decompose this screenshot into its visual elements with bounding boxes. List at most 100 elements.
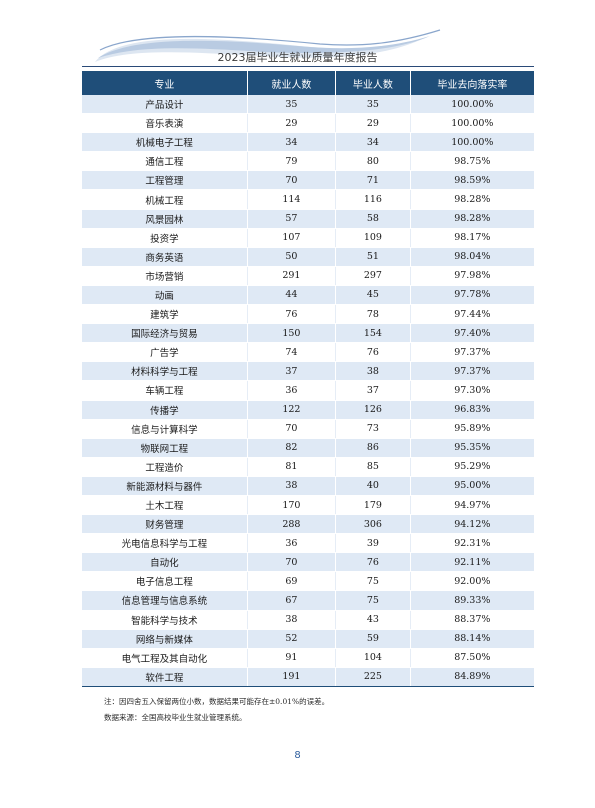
cell-major: 光电信息科学与工程 bbox=[82, 533, 248, 554]
cell-major: 车辆工程 bbox=[82, 380, 248, 401]
cell-graduates: 38 bbox=[335, 361, 411, 382]
table-row: 广告学 74 76 97.37% bbox=[82, 342, 534, 363]
table-row: 建筑学 76 78 97.44% bbox=[82, 304, 534, 325]
cell-major: 国际经济与贸易 bbox=[82, 323, 248, 344]
cell-placement-rate: 98.04% bbox=[410, 247, 534, 267]
header-divider bbox=[82, 66, 534, 67]
table-row: 财务管理 288 306 94.12% bbox=[82, 514, 534, 535]
cell-placement-rate: 88.14% bbox=[410, 629, 534, 649]
column-header-major: 专业 bbox=[82, 71, 248, 95]
cell-major: 工程造价 bbox=[82, 457, 248, 477]
cell-graduates: 45 bbox=[335, 285, 411, 306]
cell-employed: 74 bbox=[247, 342, 337, 363]
cell-graduates: 109 bbox=[335, 228, 411, 248]
cell-major: 投资学 bbox=[82, 228, 248, 248]
cell-graduates: 78 bbox=[335, 304, 411, 325]
cell-major: 软件工程 bbox=[82, 667, 248, 687]
cell-major: 智能科学与技术 bbox=[82, 610, 248, 630]
table-row: 国际经济与贸易 150 154 97.40% bbox=[82, 323, 534, 344]
data-source-note: 数据来源：全国高校毕业生就业管理系统。 bbox=[104, 713, 247, 722]
cell-graduates: 75 bbox=[335, 571, 411, 592]
cell-placement-rate: 98.75% bbox=[410, 151, 534, 172]
cell-graduates: 76 bbox=[335, 552, 411, 573]
cell-employed: 50 bbox=[247, 247, 337, 267]
table-row: 材料科学与工程 37 38 97.37% bbox=[82, 361, 534, 382]
cell-employed: 150 bbox=[247, 323, 337, 344]
cell-graduates: 73 bbox=[335, 419, 411, 439]
cell-employed: 122 bbox=[247, 400, 337, 420]
cell-placement-rate: 92.00% bbox=[410, 571, 534, 592]
cell-major: 广告学 bbox=[82, 342, 248, 363]
cell-major: 电子信息工程 bbox=[82, 571, 248, 592]
cell-major: 机械工程 bbox=[82, 189, 248, 210]
table-row: 动画 44 45 97.78% bbox=[82, 285, 534, 306]
table-row: 电子信息工程 69 75 92.00% bbox=[82, 571, 534, 592]
table-row: 光电信息科学与工程 36 39 92.31% bbox=[82, 533, 534, 554]
cell-major: 商务英语 bbox=[82, 247, 248, 267]
table-row: 信息与计算科学 70 73 95.89% bbox=[82, 419, 534, 439]
cell-graduates: 43 bbox=[335, 610, 411, 630]
cell-placement-rate: 97.78% bbox=[410, 285, 534, 306]
cell-graduates: 40 bbox=[335, 476, 411, 496]
cell-major: 自动化 bbox=[82, 552, 248, 573]
cell-major: 电气工程及其自动化 bbox=[82, 648, 248, 668]
cell-employed: 29 bbox=[247, 113, 337, 134]
cell-major: 材料科学与工程 bbox=[82, 361, 248, 382]
cell-employed: 67 bbox=[247, 590, 337, 611]
cell-employed: 170 bbox=[247, 495, 337, 516]
cell-major: 风景园林 bbox=[82, 209, 248, 229]
table-row: 车辆工程 36 37 97.30% bbox=[82, 380, 534, 401]
cell-graduates: 85 bbox=[335, 457, 411, 477]
cell-employed: 288 bbox=[247, 514, 337, 535]
cell-graduates: 75 bbox=[335, 590, 411, 611]
cell-placement-rate: 84.89% bbox=[410, 667, 534, 687]
rounding-note: 注：因四舍五入保留两位小数，数据结果可能存在±0.01%的误差。 bbox=[104, 697, 330, 706]
cell-employed: 38 bbox=[247, 476, 337, 496]
cell-placement-rate: 96.83% bbox=[410, 400, 534, 420]
employment-rate-table: 专业 就业人数 毕业人数 毕业去向落实率 产品设计 35 35 100.00% 音乐表演… bbox=[82, 71, 534, 687]
cell-employed: 114 bbox=[247, 189, 337, 210]
cell-graduates: 51 bbox=[335, 247, 411, 267]
table-row: 通信工程 79 80 98.75% bbox=[82, 151, 534, 172]
table-header-row: 专业 就业人数 毕业人数 毕业去向落实率 bbox=[82, 71, 534, 95]
report-header-title: 2023届毕业生就业质量年度报告 bbox=[217, 51, 378, 64]
cell-graduates: 39 bbox=[335, 533, 411, 554]
cell-placement-rate: 100.00% bbox=[410, 113, 534, 134]
cell-major: 市场营销 bbox=[82, 266, 248, 286]
cell-graduates: 116 bbox=[335, 189, 411, 210]
cell-employed: 70 bbox=[247, 419, 337, 439]
table-row: 风景园林 57 58 98.28% bbox=[82, 209, 534, 229]
cell-graduates: 126 bbox=[335, 400, 411, 420]
cell-major: 物联网工程 bbox=[82, 438, 248, 458]
cell-graduates: 154 bbox=[335, 323, 411, 344]
cell-graduates: 297 bbox=[335, 266, 411, 286]
cell-placement-rate: 88.37% bbox=[410, 610, 534, 630]
table-row: 机械电子工程 34 34 100.00% bbox=[82, 132, 534, 153]
cell-graduates: 71 bbox=[335, 170, 411, 191]
cell-placement-rate: 89.33% bbox=[410, 590, 534, 611]
table-row: 工程造价 81 85 95.29% bbox=[82, 457, 534, 477]
cell-employed: 69 bbox=[247, 571, 337, 592]
cell-placement-rate: 97.37% bbox=[410, 342, 534, 363]
cell-employed: 57 bbox=[247, 209, 337, 229]
column-header-placement-rate: 毕业去向落实率 bbox=[410, 71, 534, 95]
cell-graduates: 104 bbox=[335, 648, 411, 668]
cell-placement-rate: 97.44% bbox=[410, 304, 534, 325]
table-row: 音乐表演 29 29 100.00% bbox=[82, 113, 534, 134]
column-header-graduates: 毕业人数 bbox=[335, 71, 411, 95]
table-row: 市场营销 291 297 97.98% bbox=[82, 266, 534, 286]
cell-graduates: 59 bbox=[335, 629, 411, 649]
cell-graduates: 80 bbox=[335, 151, 411, 172]
cell-major: 财务管理 bbox=[82, 514, 248, 535]
cell-placement-rate: 98.28% bbox=[410, 189, 534, 210]
table-row: 产品设计 35 35 100.00% bbox=[82, 95, 534, 115]
cell-major: 音乐表演 bbox=[82, 113, 248, 134]
cell-graduates: 37 bbox=[335, 380, 411, 401]
cell-placement-rate: 97.30% bbox=[410, 380, 534, 401]
column-header-employed: 就业人数 bbox=[247, 71, 337, 95]
cell-employed: 82 bbox=[247, 438, 337, 458]
cell-graduates: 86 bbox=[335, 438, 411, 458]
table-row: 机械工程 114 116 98.28% bbox=[82, 189, 534, 210]
cell-employed: 81 bbox=[247, 457, 337, 477]
cell-employed: 76 bbox=[247, 304, 337, 325]
